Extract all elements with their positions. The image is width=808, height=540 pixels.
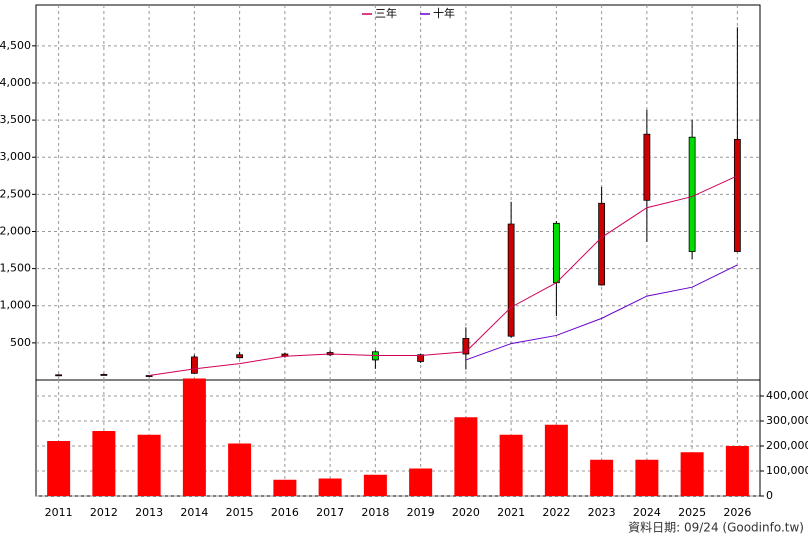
x-tick-label: 2021 <box>497 506 525 519</box>
volume-bar <box>590 459 614 496</box>
volume-bar <box>409 468 433 496</box>
volume-bar <box>544 424 568 496</box>
y-tick-label: 4,500 <box>0 39 31 52</box>
candle-body <box>190 356 198 374</box>
ma-line <box>465 264 738 361</box>
y-tick-label: 100,000 <box>766 464 808 477</box>
y-tick-label: 2,500 <box>0 187 31 200</box>
candle-body <box>733 139 741 252</box>
x-tick-label: 2014 <box>180 506 208 519</box>
volume-bar <box>92 431 116 496</box>
y-tick-label: 400,000 <box>766 389 808 402</box>
y-tick-label: 300,000 <box>766 414 808 427</box>
x-tick-label: 2011 <box>45 506 73 519</box>
footnote: 資料日期: 09/24 (Goodinfo.tw) <box>628 521 804 535</box>
y-tick-label: 1,500 <box>0 262 31 275</box>
candle-body <box>236 354 244 359</box>
plot-frame <box>35 4 761 497</box>
candle-body <box>507 223 515 337</box>
x-tick-label: 2026 <box>723 506 751 519</box>
x-tick-label: 2018 <box>361 506 389 519</box>
volume-bar <box>680 452 704 496</box>
x-tick-label: 2012 <box>90 506 118 519</box>
y-tick-label: 2,000 <box>0 224 31 237</box>
volume-bar <box>363 474 387 496</box>
y-tick-label: 4,000 <box>0 76 31 89</box>
volume-bar <box>228 443 252 496</box>
y-tick-label: 500 <box>10 336 31 349</box>
volume-bar <box>273 479 297 496</box>
y-tick-label: 1,000 <box>0 299 31 312</box>
candle-body <box>462 338 470 355</box>
x-tick-label: 2024 <box>633 506 661 519</box>
volume-bar <box>635 459 659 496</box>
x-tick-label: 2020 <box>452 506 480 519</box>
y-tick-label: 3,000 <box>0 150 31 163</box>
x-tick-label: 2022 <box>542 506 570 519</box>
volume-bar <box>47 441 71 496</box>
legend-label: 十年 <box>433 6 455 20</box>
x-tick-label: 2023 <box>588 506 616 519</box>
y-tick-label: 3,500 <box>0 113 31 126</box>
x-tick-label: 2019 <box>407 506 435 519</box>
volume-bar <box>318 478 342 496</box>
candle-body <box>643 133 651 201</box>
y-tick-label: 200,000 <box>766 439 808 452</box>
volume-bar <box>499 434 523 496</box>
legend-label: 三年 <box>375 6 397 20</box>
candle-body <box>598 202 606 286</box>
x-tick-label: 2013 <box>135 506 163 519</box>
volume-bar <box>454 417 478 496</box>
y-tick-label: 0 <box>766 489 773 502</box>
volume-bar <box>725 446 749 496</box>
x-tick-label: 2017 <box>316 506 344 519</box>
candle-body <box>55 374 63 377</box>
candle-body <box>417 354 425 362</box>
candle-body <box>100 374 108 376</box>
candle-body <box>688 136 696 252</box>
x-tick-label: 2015 <box>226 506 254 519</box>
candle-body <box>552 222 560 284</box>
x-tick-label: 2025 <box>678 506 706 519</box>
volume-bar <box>137 434 161 496</box>
ma-line <box>149 175 738 377</box>
x-tick-label: 2016 <box>271 506 299 519</box>
volume-bar <box>182 378 206 496</box>
